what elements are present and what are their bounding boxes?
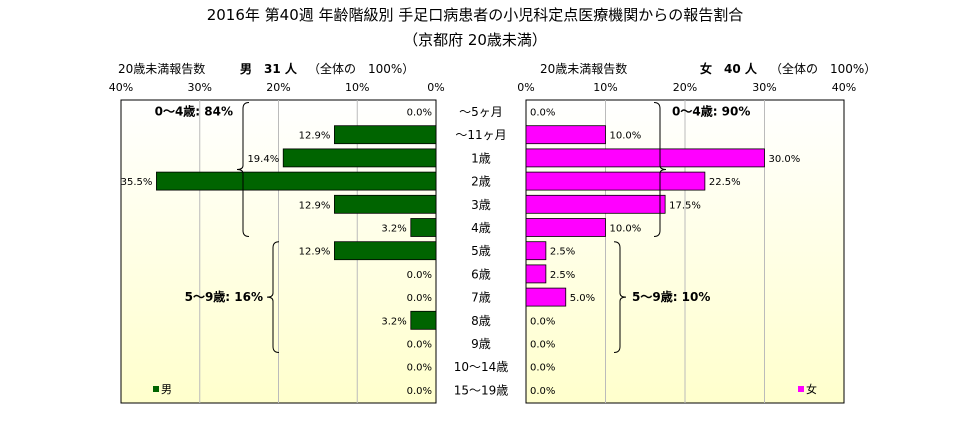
female-legend-swatch bbox=[798, 386, 804, 392]
category-label: 2歳 bbox=[471, 175, 491, 189]
female-data-label: 17.5% bbox=[669, 200, 701, 211]
female-group-label: 0～4歳: 90% bbox=[672, 104, 750, 119]
male-data-label: 12.9% bbox=[299, 200, 331, 211]
male-bar bbox=[334, 241, 437, 261]
female-data-label: 2.5% bbox=[550, 247, 575, 258]
female-header-note: （全体の 100%） bbox=[770, 61, 876, 76]
female-bar bbox=[525, 125, 606, 145]
male-data-labels: 0.0% 12.9% 19.4% 35.5% 12.9% 3.2% 12.9% 0.0% 0.0… bbox=[121, 108, 432, 397]
female-data-label: 0.0% bbox=[530, 340, 555, 351]
female-bar bbox=[525, 264, 547, 284]
category-label: 6歳 bbox=[471, 267, 491, 281]
x-tick-label: 10% bbox=[345, 81, 369, 94]
male-data-label: 0.0% bbox=[407, 363, 432, 374]
female-bar bbox=[525, 171, 706, 191]
category-label: 4歳 bbox=[471, 221, 491, 235]
male-bar bbox=[282, 148, 437, 168]
male-group-label: 5～9歳: 16% bbox=[185, 289, 263, 304]
male-data-label: 0.0% bbox=[407, 386, 432, 397]
category-label: 15～19歳 bbox=[454, 383, 509, 397]
category-label: ～11ヶ月 bbox=[455, 128, 506, 142]
male-legend-label: 男 bbox=[161, 383, 172, 396]
bracket bbox=[236, 102, 250, 237]
bracket bbox=[653, 102, 667, 237]
category-label: 9歳 bbox=[471, 337, 491, 351]
female-x-axis-ticks: 0% 10% 20% 30% 40% bbox=[517, 81, 856, 94]
female-data-label: 10.0% bbox=[610, 131, 642, 142]
chart-title: 2016年 第40週 年齢階級別 手足口病患者の小児科定点医療機関からの報告割合 bbox=[207, 6, 744, 24]
female-legend-label: 女 bbox=[806, 382, 817, 396]
male-data-label: 0.0% bbox=[407, 108, 432, 119]
female-bar bbox=[525, 287, 567, 307]
female-data-label: 30.0% bbox=[769, 154, 801, 165]
category-label: 3歳 bbox=[471, 198, 491, 212]
x-tick-label: 40% bbox=[832, 81, 856, 94]
age-group-brackets: 0～4歳: 84% 5～9歳: 16% 0～4歳: 90% 5～9歳: 10% bbox=[155, 102, 750, 353]
female-header-label: 女 40 人 bbox=[700, 61, 758, 76]
male-data-label: 12.9% bbox=[299, 131, 331, 142]
female-bar bbox=[525, 218, 606, 237]
x-tick-label: 30% bbox=[188, 81, 212, 94]
male-bar bbox=[410, 218, 437, 237]
male-data-label: 0.0% bbox=[407, 340, 432, 351]
male-bar bbox=[156, 171, 437, 191]
male-data-label: 0.0% bbox=[407, 293, 432, 304]
female-data-label: 5.0% bbox=[570, 293, 595, 304]
male-data-label: 0.0% bbox=[407, 270, 432, 281]
female-group-label: 5～9歳: 10% bbox=[632, 289, 710, 304]
male-bar bbox=[334, 125, 437, 145]
x-tick-label: 10% bbox=[593, 81, 617, 94]
female-data-label: 0.0% bbox=[530, 316, 555, 327]
category-label: 1歳 bbox=[471, 151, 491, 165]
male-data-label: 35.5% bbox=[121, 177, 153, 188]
female-bar bbox=[525, 148, 765, 168]
x-tick-label: 40% bbox=[109, 81, 133, 94]
male-bar bbox=[410, 310, 437, 330]
chart-subtitle: （京都府 20歳未満） bbox=[403, 31, 547, 49]
category-label: 8歳 bbox=[471, 314, 491, 328]
x-tick-label: 20% bbox=[673, 81, 697, 94]
category-label: 7歳 bbox=[471, 291, 491, 305]
male-bars bbox=[156, 125, 437, 330]
male-data-label: 3.2% bbox=[381, 316, 406, 327]
male-legend-swatch bbox=[153, 386, 159, 392]
female-data-labels: 0.0% 10.0% 30.0% 22.5% 17.5% 10.0% 2.5% 2.5% 5.0… bbox=[530, 108, 800, 397]
category-label: ～5ヶ月 bbox=[459, 105, 503, 119]
category-label: 5歳 bbox=[471, 244, 491, 258]
female-data-label: 2.5% bbox=[550, 270, 575, 281]
x-tick-label: 30% bbox=[752, 81, 776, 94]
male-data-label: 3.2% bbox=[381, 224, 406, 235]
male-header-label: 男 31 人 bbox=[240, 61, 298, 76]
age-category-labels: ～5ヶ月 ～11ヶ月 1歳 2歳 3歳 4歳 5歳 6歳 7歳 8歳 9歳 10～14歳 15～19歳 bbox=[454, 105, 509, 397]
female-bar bbox=[525, 241, 547, 261]
x-tick-label: 0% bbox=[427, 81, 444, 94]
x-tick-label: 20% bbox=[266, 81, 290, 94]
male-header-left: 20歳未満報告数 bbox=[118, 61, 205, 76]
female-data-label: 0.0% bbox=[530, 108, 555, 119]
male-data-label: 12.9% bbox=[299, 247, 331, 258]
category-label: 10～14歳 bbox=[454, 360, 509, 374]
female-data-label: 22.5% bbox=[709, 177, 741, 188]
male-x-axis-ticks: 40% 30% 20% 10% 0% bbox=[109, 81, 445, 94]
female-data-label: 0.0% bbox=[530, 363, 555, 374]
female-bar bbox=[525, 194, 666, 214]
female-header-left: 20歳未満報告数 bbox=[540, 61, 627, 76]
male-group-label: 0～4歳: 84% bbox=[155, 104, 233, 119]
female-data-label: 0.0% bbox=[530, 386, 555, 397]
male-bar bbox=[334, 194, 437, 214]
bracket bbox=[266, 241, 280, 353]
male-data-label: 19.4% bbox=[247, 154, 279, 165]
female-data-label: 10.0% bbox=[610, 224, 642, 235]
x-tick-label: 0% bbox=[517, 81, 534, 94]
bracket bbox=[613, 241, 627, 353]
male-header-note: （全体の 100%） bbox=[308, 61, 414, 76]
